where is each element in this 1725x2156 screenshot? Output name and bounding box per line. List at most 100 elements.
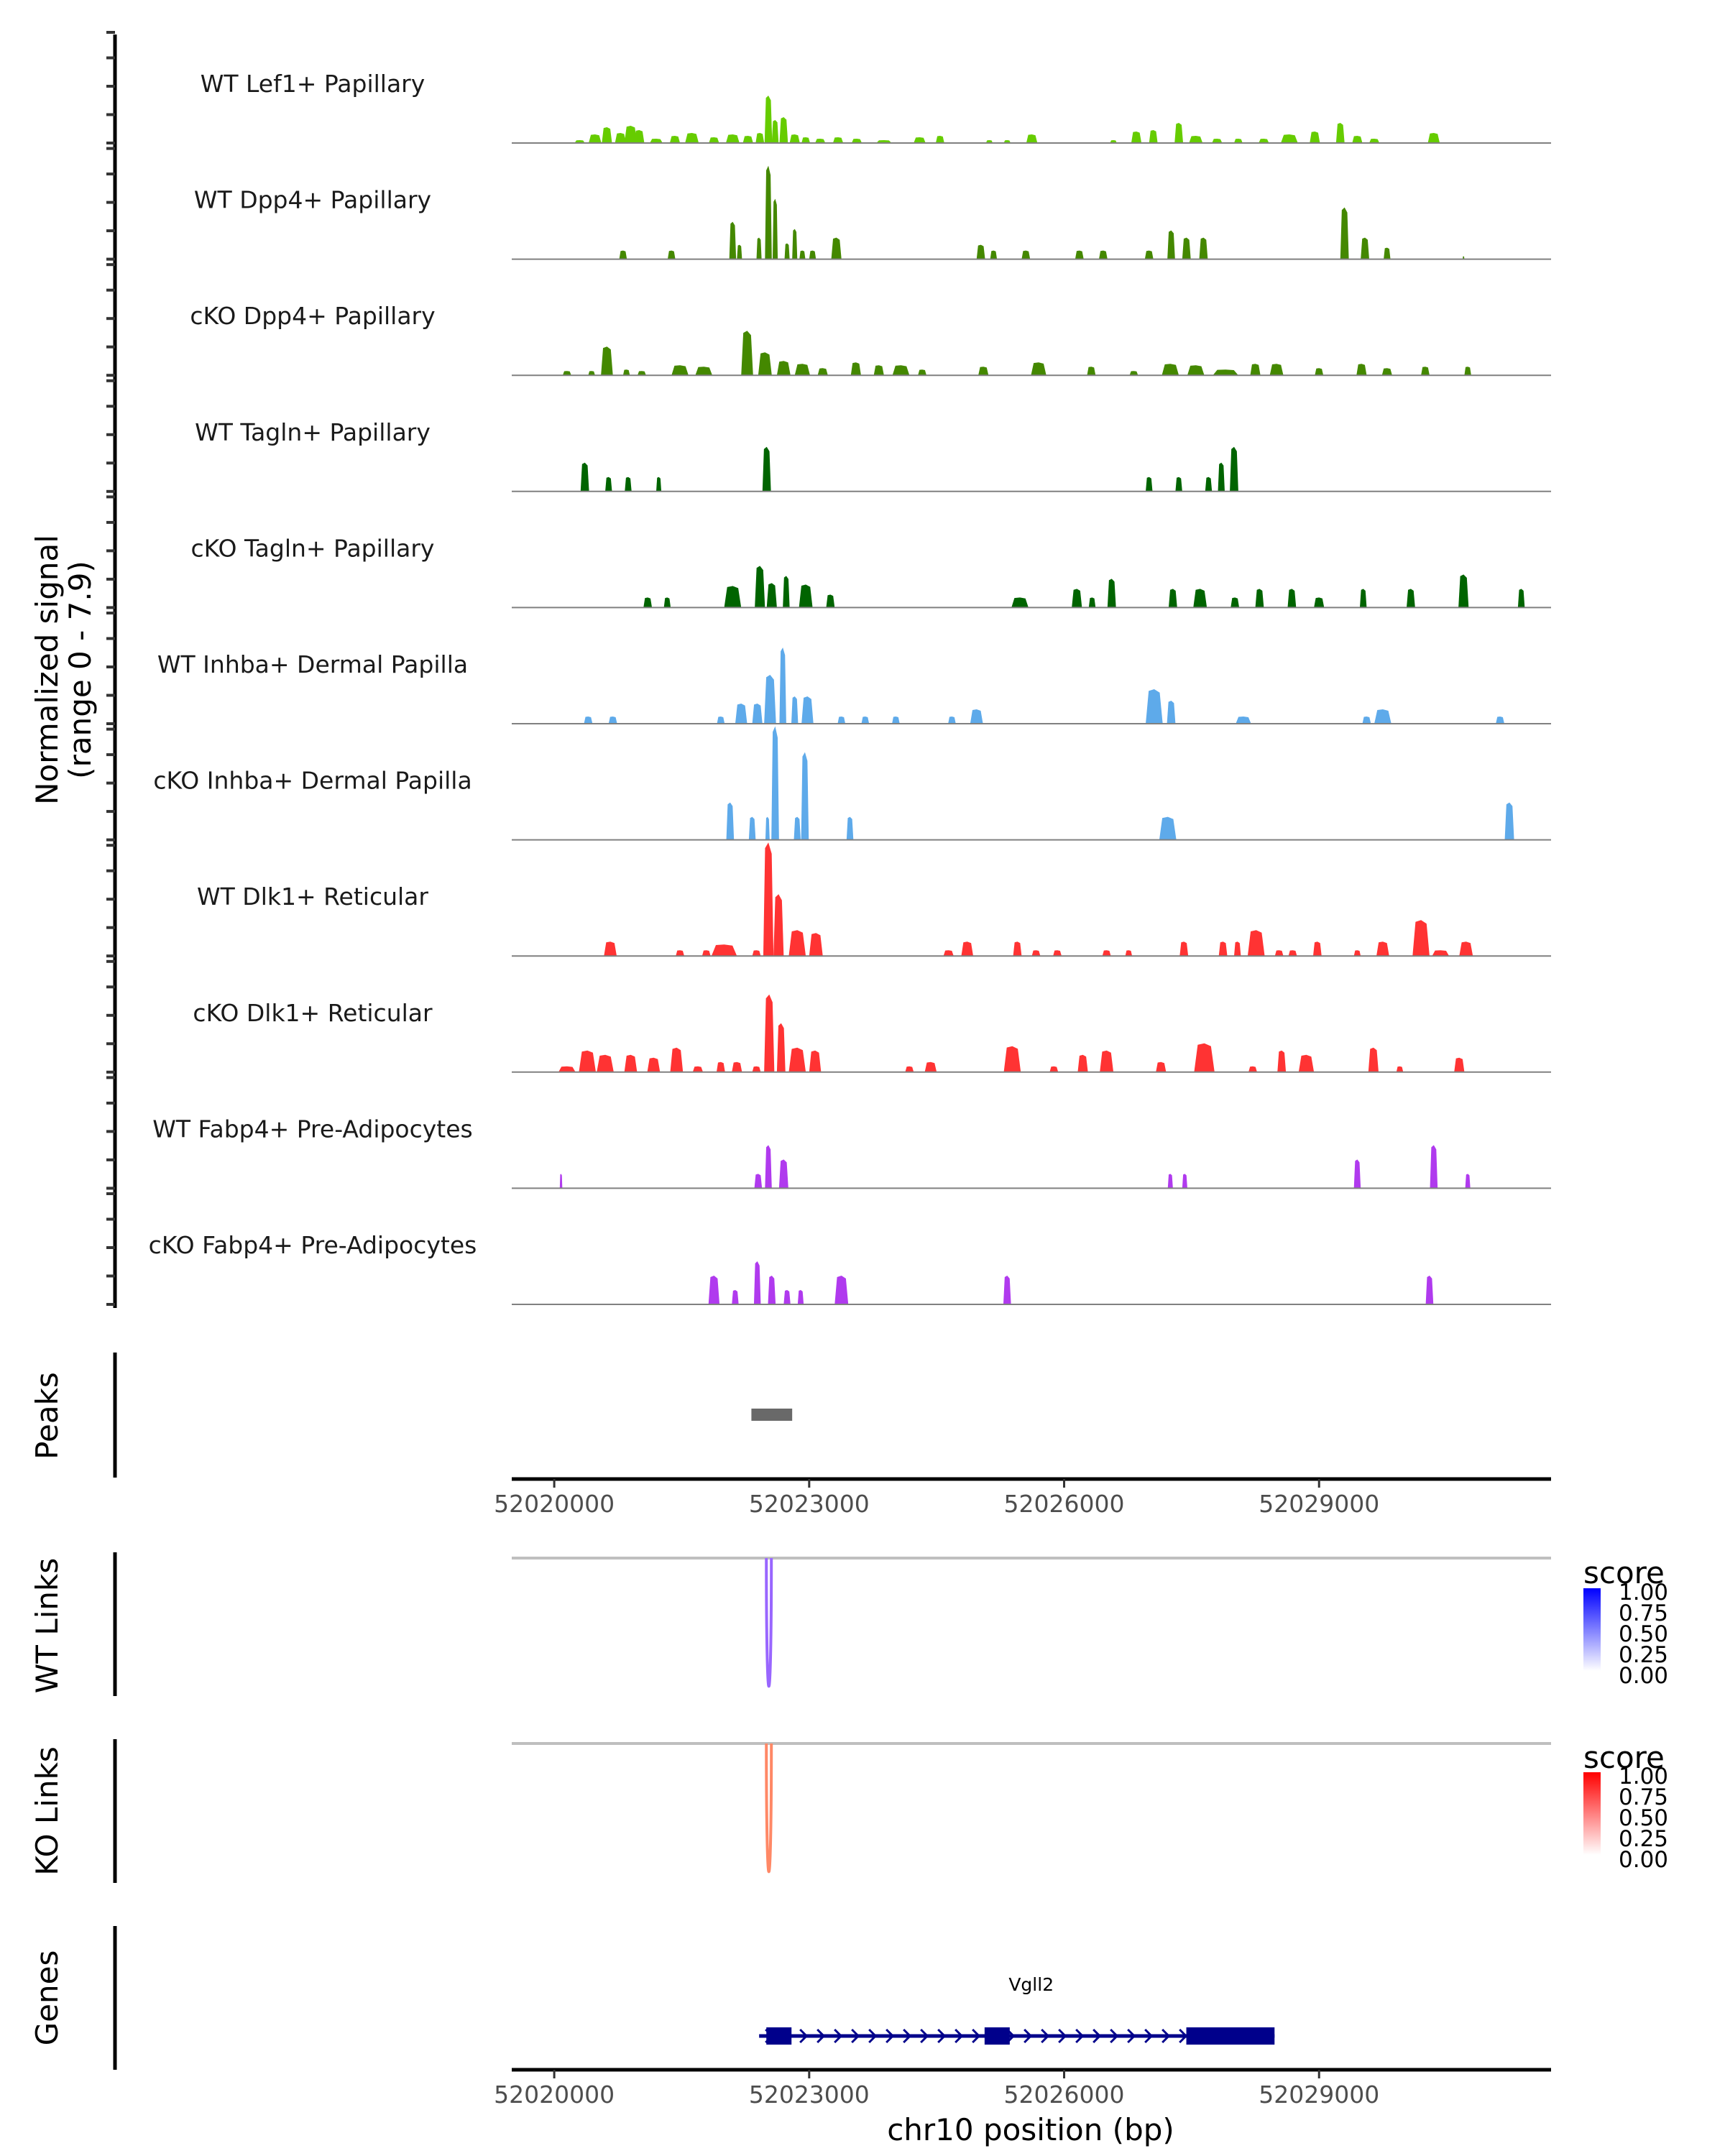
signal-peak bbox=[1205, 476, 1213, 492]
strand-arrow-icon bbox=[1144, 2028, 1154, 2044]
signal-peak bbox=[970, 709, 983, 724]
signal-peak bbox=[1310, 132, 1320, 143]
gene-name-label: Vgll2 bbox=[1008, 1974, 1054, 1995]
signal-peak bbox=[764, 675, 776, 724]
track-label: WT Fabp4+ Pre-Adipocytes bbox=[152, 1115, 472, 1143]
signal-track: WT Dpp4+ Papillary bbox=[194, 165, 1551, 260]
signal-peak bbox=[1356, 364, 1367, 376]
signal-peak bbox=[1175, 476, 1182, 492]
signal-peak bbox=[1159, 816, 1177, 840]
signal-peak bbox=[1459, 941, 1473, 957]
track-label: cKO Tagln+ Papillary bbox=[191, 534, 435, 562]
signal-peak bbox=[771, 120, 779, 143]
strand-arrow-icon bbox=[954, 2028, 964, 2044]
signal-peak bbox=[1425, 1276, 1434, 1304]
signal-peak bbox=[1465, 1174, 1471, 1189]
signal-peak bbox=[783, 1290, 791, 1304]
links bbox=[512, 1557, 1551, 1874]
signal-peak bbox=[1458, 574, 1469, 608]
signal-peak bbox=[1312, 941, 1322, 957]
signal-peak bbox=[850, 362, 861, 376]
signal-peak bbox=[754, 1174, 763, 1189]
legend-title: score bbox=[1583, 1740, 1665, 1775]
signal-peak bbox=[1218, 941, 1228, 957]
signal-track: WT Inhba+ Dermal Papilla bbox=[157, 648, 1551, 724]
signal-peak bbox=[1247, 930, 1265, 957]
signal-peak bbox=[779, 648, 786, 724]
signal-peak bbox=[656, 476, 662, 492]
signal-peak bbox=[1088, 597, 1096, 608]
signal-peak bbox=[1315, 368, 1324, 376]
signal-peak bbox=[1199, 237, 1208, 259]
track-label: cKO Inhba+ Dermal Papilla bbox=[153, 767, 472, 795]
signal-peak bbox=[792, 229, 798, 259]
strand-arrow-icon bbox=[1110, 2028, 1119, 2044]
signal-peak bbox=[1353, 950, 1361, 957]
strand-arrow-icon bbox=[1024, 2028, 1033, 2044]
legend-tick-label: 0.00 bbox=[1619, 1663, 1668, 1689]
peak-regions bbox=[751, 1409, 793, 1421]
signal-peak bbox=[647, 1057, 661, 1072]
signal-peak bbox=[758, 352, 772, 376]
link-arc bbox=[765, 1743, 773, 1874]
signal-peak bbox=[580, 462, 589, 492]
signal-peak bbox=[762, 446, 771, 492]
strand-arrow-icon bbox=[1179, 2028, 1188, 2044]
signal-peak bbox=[1230, 446, 1238, 492]
signal-peak bbox=[1255, 589, 1264, 608]
signal-track: WT Tagln+ Papillary bbox=[195, 418, 1551, 492]
track-label: cKO Dpp4+ Papillary bbox=[190, 302, 435, 330]
signal-peak bbox=[771, 726, 779, 840]
signal-peak bbox=[1100, 1050, 1114, 1072]
signal-peak bbox=[1384, 247, 1391, 259]
signal-peak bbox=[832, 137, 844, 143]
legend-tick-label: 0.75 bbox=[1619, 1600, 1668, 1626]
signal-peak bbox=[892, 365, 910, 376]
signal-peak bbox=[978, 367, 989, 376]
signal-peak bbox=[1277, 1050, 1287, 1072]
strand-arrow-icon bbox=[799, 2028, 809, 2044]
signal-peak bbox=[1129, 371, 1138, 376]
signal-peak bbox=[597, 1054, 614, 1072]
signal-peak bbox=[914, 137, 926, 143]
signal-peak bbox=[650, 139, 663, 143]
signal-peak bbox=[801, 137, 811, 143]
signal-peak bbox=[1077, 1054, 1088, 1072]
signal-peak bbox=[766, 583, 777, 608]
signal-peak bbox=[625, 476, 632, 492]
signal-peak bbox=[1233, 139, 1243, 143]
signal-peak bbox=[1248, 1066, 1257, 1072]
signal-peak bbox=[776, 361, 791, 376]
signal-peak bbox=[809, 250, 816, 259]
signal-peak bbox=[1031, 362, 1046, 376]
signal-peak bbox=[788, 1047, 806, 1072]
signal-peak bbox=[756, 237, 762, 259]
legend-tick-label: 0.75 bbox=[1619, 1784, 1668, 1810]
signal-peak bbox=[643, 597, 653, 608]
signal-peak bbox=[779, 117, 788, 143]
signal-peak bbox=[1146, 689, 1163, 724]
genes-track-label: Genes bbox=[29, 1950, 65, 2046]
signal-peak bbox=[702, 950, 711, 957]
legend-tick-label: 0.50 bbox=[1619, 1805, 1668, 1831]
strand-arrow-icon bbox=[1075, 2028, 1085, 2044]
legend-tick-label: 0.00 bbox=[1619, 1847, 1668, 1873]
x-axis-tick-label: 52029000 bbox=[1259, 2081, 1379, 2109]
signal-peak bbox=[1107, 579, 1116, 608]
signal-peak bbox=[976, 244, 985, 259]
gene-exon bbox=[766, 2027, 792, 2045]
signal-peak bbox=[1454, 1057, 1465, 1072]
signal-peak bbox=[1504, 802, 1514, 840]
signal-peak bbox=[776, 1023, 786, 1072]
signal-peak bbox=[608, 717, 617, 724]
signal-peak bbox=[1352, 136, 1363, 143]
y-axis-title-line1: Normalized signal bbox=[29, 535, 65, 805]
signal-peak bbox=[765, 1145, 772, 1189]
signal-peak bbox=[801, 696, 814, 724]
signal-peak bbox=[1362, 717, 1371, 724]
signal-peak bbox=[717, 717, 725, 724]
signal-peak bbox=[741, 331, 753, 376]
signal-peak bbox=[1374, 709, 1392, 724]
signal-peak bbox=[1517, 589, 1525, 608]
signal-peak bbox=[1233, 941, 1241, 957]
